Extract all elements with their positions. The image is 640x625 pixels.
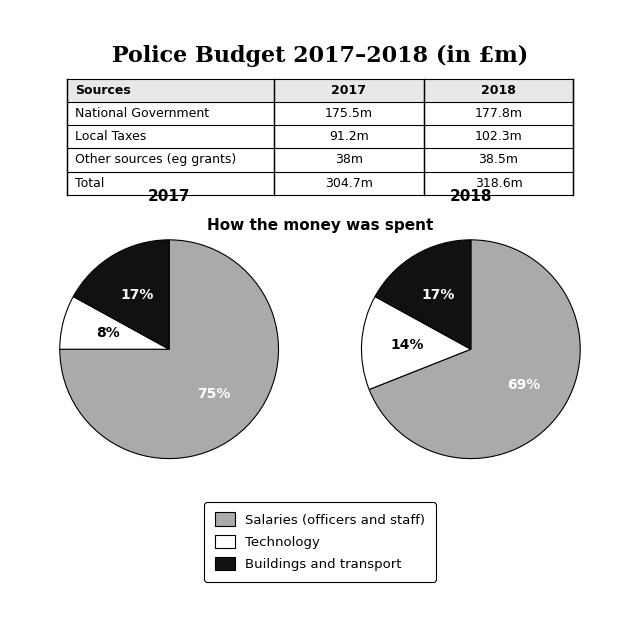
- Text: 304.7m: 304.7m: [325, 176, 372, 189]
- Text: Other sources (eg grants): Other sources (eg grants): [76, 154, 236, 166]
- Text: 175.5m: 175.5m: [325, 107, 372, 121]
- Text: How the money was spent: How the money was spent: [207, 218, 433, 233]
- Text: Total: Total: [76, 176, 104, 189]
- Text: 2018: 2018: [481, 84, 516, 98]
- Text: 14%: 14%: [391, 338, 424, 352]
- FancyBboxPatch shape: [67, 171, 573, 194]
- FancyBboxPatch shape: [67, 149, 573, 171]
- Wedge shape: [369, 240, 580, 459]
- Text: 17%: 17%: [120, 288, 154, 302]
- Title: 2018: 2018: [450, 189, 492, 204]
- Text: 75%: 75%: [197, 387, 230, 401]
- Text: National Government: National Government: [76, 107, 209, 121]
- FancyBboxPatch shape: [67, 126, 573, 149]
- Text: Sources: Sources: [76, 84, 131, 98]
- Text: 69%: 69%: [507, 378, 540, 392]
- Text: 102.3m: 102.3m: [475, 131, 522, 144]
- Text: Local Taxes: Local Taxes: [76, 131, 147, 144]
- Text: 38m: 38m: [335, 154, 363, 166]
- Text: Police Budget 2017–2018 (in £m): Police Budget 2017–2018 (in £m): [112, 45, 528, 67]
- FancyBboxPatch shape: [67, 102, 573, 126]
- Text: 8%: 8%: [96, 326, 120, 341]
- FancyBboxPatch shape: [67, 79, 573, 102]
- Legend: Salaries (officers and staff), Technology, Buildings and transport: Salaries (officers and staff), Technolog…: [204, 502, 436, 581]
- Text: 91.2m: 91.2m: [329, 131, 369, 144]
- Wedge shape: [60, 240, 278, 459]
- Wedge shape: [60, 296, 169, 349]
- Text: 318.6m: 318.6m: [475, 176, 522, 189]
- Text: 38.5m: 38.5m: [479, 154, 518, 166]
- Text: 2017: 2017: [332, 84, 366, 98]
- Wedge shape: [375, 240, 471, 349]
- Text: 177.8m: 177.8m: [475, 107, 523, 121]
- Text: 17%: 17%: [422, 288, 455, 302]
- Wedge shape: [74, 240, 169, 349]
- Wedge shape: [362, 296, 471, 389]
- Title: 2017: 2017: [148, 189, 190, 204]
